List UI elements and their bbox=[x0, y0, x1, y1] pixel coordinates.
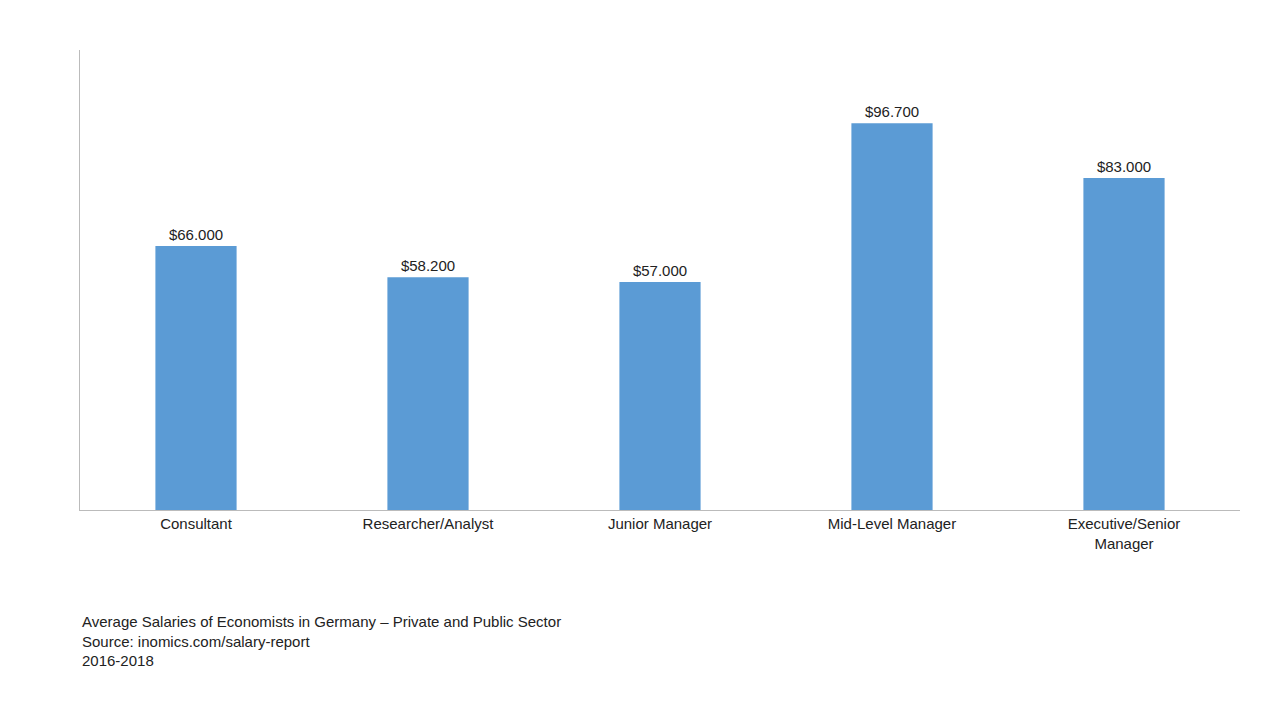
svg-text:$57.000: $57.000 bbox=[633, 262, 687, 279]
svg-text:$66.000: $66.000 bbox=[169, 226, 223, 243]
svg-text:Average Salaries of Economists: Average Salaries of Economists in German… bbox=[82, 613, 561, 669]
svg-text:Consultant: Consultant bbox=[160, 515, 233, 532]
svg-text:Executive/SeniorManager: Executive/SeniorManager bbox=[1068, 515, 1181, 552]
svg-text:Researcher/Analyst: Researcher/Analyst bbox=[363, 515, 495, 532]
svg-text:Mid-Level Manager: Mid-Level Manager bbox=[828, 515, 956, 532]
svg-text:$58.200: $58.200 bbox=[401, 257, 455, 274]
svg-text:$96.700: $96.700 bbox=[865, 103, 919, 120]
svg-text:$83.000: $83.000 bbox=[1097, 158, 1151, 175]
svg-text:Junior Manager: Junior Manager bbox=[608, 515, 712, 532]
